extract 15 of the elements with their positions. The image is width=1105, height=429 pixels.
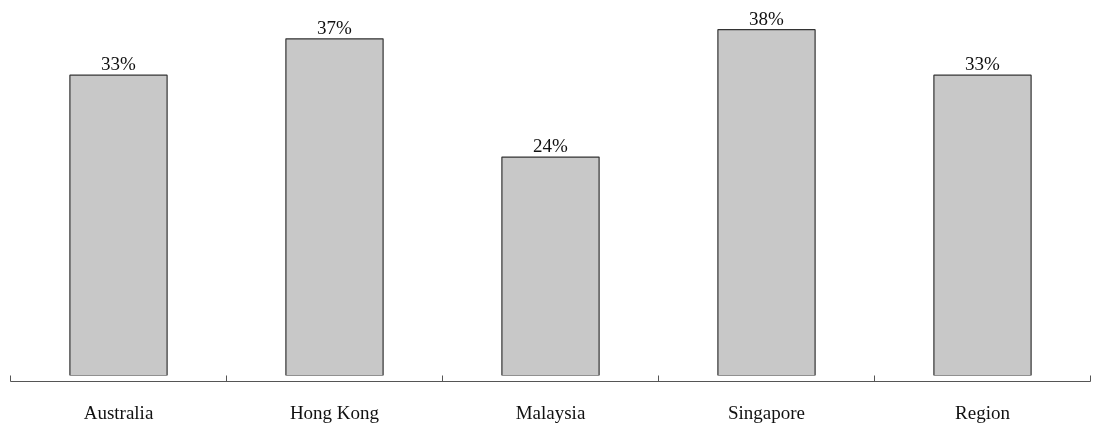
x-tick-label: Singapore <box>727 401 806 423</box>
bar <box>501 156 600 376</box>
bar <box>717 29 816 376</box>
bar <box>69 74 168 376</box>
data-label: 24% <box>533 135 569 157</box>
bar <box>285 38 384 376</box>
bar <box>933 74 1032 376</box>
data-label: 33% <box>965 53 1001 75</box>
x-tick-label: Hong Kong <box>289 401 380 423</box>
data-label: 33% <box>101 53 137 75</box>
data-label: 38% <box>749 7 785 29</box>
x-tick-label: Australia <box>83 401 154 423</box>
x-tick-label: Malaysia <box>515 401 586 423</box>
x-tick-label: Region <box>955 401 1011 423</box>
data-label: 37% <box>317 16 353 38</box>
